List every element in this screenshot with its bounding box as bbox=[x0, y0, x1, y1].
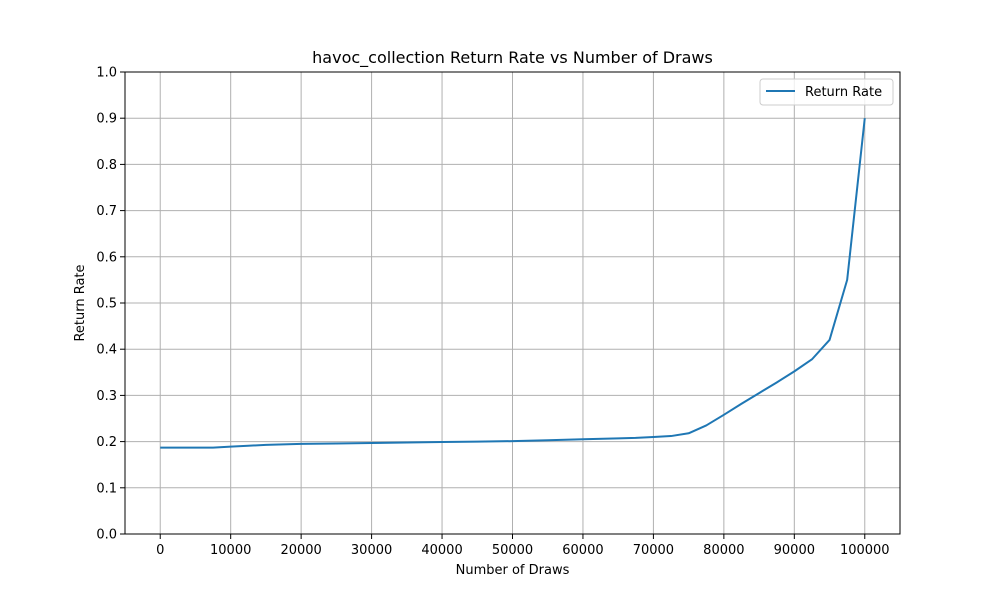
x-tick-label: 80000 bbox=[703, 543, 744, 558]
y-tick-label: 1.0 bbox=[96, 66, 117, 81]
x-tick-label: 60000 bbox=[562, 543, 603, 558]
x-tick-label: 70000 bbox=[633, 543, 674, 558]
y-tick-label: 0.0 bbox=[96, 528, 117, 543]
x-tick-label: 0 bbox=[156, 543, 164, 558]
series-layer bbox=[160, 118, 866, 449]
x-tick-label: 40000 bbox=[421, 543, 462, 558]
y-tick-label: 0.3 bbox=[96, 389, 117, 404]
x-tick-label: 20000 bbox=[280, 543, 321, 558]
x-tick-label: 100000 bbox=[840, 543, 890, 558]
y-tick-label: 0.6 bbox=[96, 250, 117, 265]
y-tick-label: 0.5 bbox=[96, 297, 117, 312]
y-tick-label: 0.9 bbox=[96, 112, 117, 127]
y-axis-label: Return Rate bbox=[73, 264, 88, 341]
x-tick-label: 50000 bbox=[492, 543, 533, 558]
series-line-0 bbox=[160, 118, 866, 449]
x-tick-label: 10000 bbox=[210, 543, 251, 558]
y-tick-label: 0.8 bbox=[96, 158, 117, 173]
chart-title: havoc_collection Return Rate vs Number o… bbox=[312, 48, 713, 68]
y-tick-label: 0.4 bbox=[96, 343, 117, 358]
legend-label: Return Rate bbox=[805, 85, 882, 100]
x-tick-label: 30000 bbox=[351, 543, 392, 558]
legend: Return Rate bbox=[759, 78, 894, 106]
x-axis-label: Number of Draws bbox=[456, 563, 570, 578]
y-tick-label: 0.1 bbox=[96, 481, 117, 496]
ticks: 0 10000 20000 30000 40000 50000 60000 70000 8000… bbox=[96, 66, 889, 559]
y-tick-label: 0.2 bbox=[96, 435, 117, 450]
y-tick-label: 0.7 bbox=[96, 204, 117, 219]
x-tick-label: 90000 bbox=[774, 543, 815, 558]
legend-box bbox=[759, 78, 894, 106]
